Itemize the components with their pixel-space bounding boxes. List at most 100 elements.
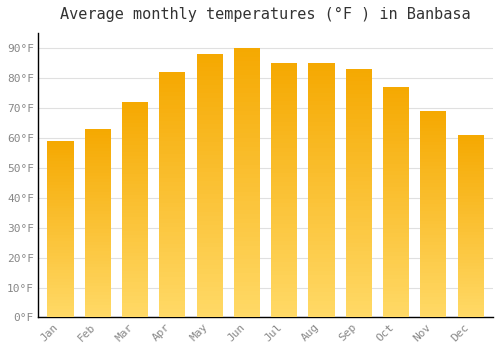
Bar (234, 174, 260, 178)
Bar (48, 147, 74, 149)
Bar (420, 231, 446, 235)
Bar (346, 272, 372, 276)
Bar (458, 144, 483, 147)
Bar (196, 142, 222, 146)
Bar (122, 109, 148, 113)
Bar (346, 135, 372, 139)
Bar (234, 241, 260, 246)
Bar (196, 256, 222, 260)
Bar (346, 280, 372, 284)
Bar (234, 304, 260, 308)
Bar (271, 152, 297, 156)
Bar (346, 102, 372, 106)
Bar (84, 254, 111, 258)
Bar (308, 211, 334, 216)
Bar (383, 260, 409, 264)
Bar (196, 71, 222, 76)
Bar (383, 237, 409, 240)
Bar (84, 273, 111, 276)
Bar (308, 118, 334, 122)
Bar (420, 304, 446, 307)
Bar (346, 309, 372, 313)
Bar (122, 152, 148, 156)
Bar (122, 246, 148, 249)
Bar (234, 111, 260, 115)
Bar (346, 239, 372, 243)
Bar (420, 266, 446, 269)
Bar (383, 240, 409, 244)
Bar (458, 138, 483, 141)
Bar (458, 266, 483, 269)
Bar (346, 173, 372, 176)
Bar (271, 114, 297, 118)
Bar (48, 267, 74, 270)
Bar (383, 179, 409, 183)
Bar (122, 141, 148, 145)
Bar (420, 135, 446, 138)
Bar (122, 138, 148, 141)
Bar (160, 113, 186, 117)
Bar (383, 290, 409, 294)
Bar (383, 114, 409, 118)
Bar (271, 84, 297, 88)
Bar (271, 101, 297, 105)
Bar (160, 133, 186, 137)
Bar (196, 58, 222, 63)
Bar (122, 148, 148, 152)
Bar (84, 179, 111, 182)
Bar (346, 251, 372, 256)
Bar (122, 249, 148, 253)
Bar (84, 229, 111, 232)
Bar (420, 152, 446, 155)
Bar (84, 138, 111, 141)
Bar (48, 294, 74, 297)
Bar (160, 260, 186, 264)
Bar (84, 232, 111, 236)
Bar (308, 92, 334, 97)
Bar (196, 128, 222, 133)
Bar (271, 309, 297, 313)
Bar (122, 307, 148, 310)
Bar (122, 224, 148, 228)
Bar (122, 167, 148, 170)
Bar (346, 69, 372, 73)
Bar (420, 211, 446, 214)
Bar (346, 305, 372, 309)
Bar (383, 98, 409, 102)
Bar (196, 203, 222, 208)
Bar (122, 292, 148, 296)
Bar (122, 163, 148, 167)
Bar (122, 253, 148, 256)
Bar (308, 126, 334, 131)
Bar (84, 204, 111, 208)
Bar (420, 259, 446, 262)
Bar (308, 177, 334, 182)
Bar (458, 177, 483, 180)
Bar (234, 295, 260, 300)
Bar (271, 71, 297, 76)
Bar (383, 306, 409, 310)
Bar (234, 75, 260, 79)
Bar (383, 87, 409, 91)
Bar (458, 247, 483, 251)
Bar (383, 195, 409, 198)
Bar (196, 230, 222, 234)
Bar (234, 133, 260, 138)
Bar (383, 244, 409, 248)
Bar (308, 258, 334, 262)
Bar (234, 88, 260, 93)
Bar (84, 220, 111, 223)
Bar (196, 54, 222, 58)
Bar (458, 217, 483, 220)
Bar (383, 298, 409, 302)
Bar (48, 315, 74, 317)
Bar (48, 164, 74, 167)
Bar (346, 81, 372, 85)
Bar (458, 171, 483, 174)
Bar (122, 256, 148, 260)
Bar (160, 285, 186, 289)
Bar (308, 199, 334, 203)
Bar (160, 137, 186, 141)
Bar (196, 313, 222, 317)
Bar (308, 207, 334, 211)
